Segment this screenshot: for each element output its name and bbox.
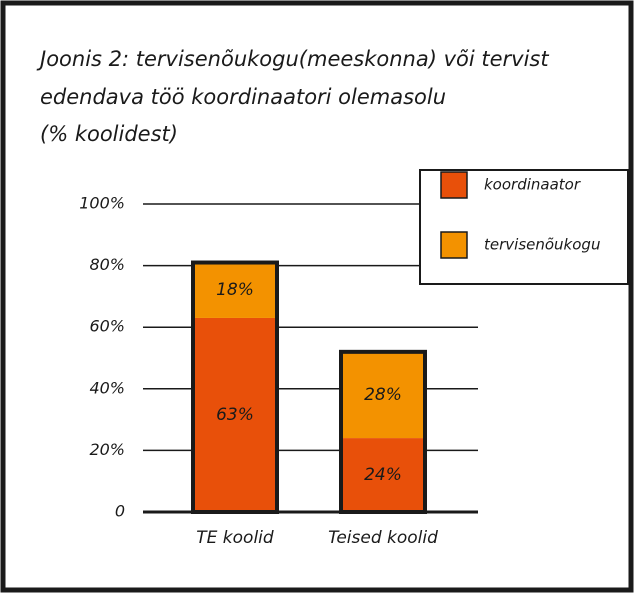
value-label: 18% xyxy=(216,280,254,300)
value-label: 28% xyxy=(364,385,402,405)
x-tick-label: TE koolid xyxy=(196,528,274,548)
legend-label: tervisenõukogu xyxy=(484,236,600,254)
legend-label: koordinaator xyxy=(484,176,581,194)
bar-outline xyxy=(339,349,427,514)
chart-title: (% koolidest) xyxy=(40,122,178,146)
y-tick-label: 80% xyxy=(89,255,125,274)
bar-segment xyxy=(193,317,277,512)
y-tick-label: 100% xyxy=(79,194,125,213)
bar-segment xyxy=(193,262,277,318)
y-tick-label: 40% xyxy=(89,378,125,397)
chart-title: Joonis 2: tervisenõukogu(meeskonna) või … xyxy=(36,47,549,71)
bar-segment xyxy=(341,351,425,439)
bar-outline xyxy=(191,260,279,514)
chart-title: edendava töö koordinaatori olemasolu xyxy=(40,85,446,109)
y-tick-label: 0 xyxy=(115,502,125,521)
bar-segment xyxy=(341,438,425,512)
y-tick-label: 60% xyxy=(89,317,125,336)
y-tick-label: 20% xyxy=(89,440,125,459)
legend-box xyxy=(419,169,629,285)
legend-swatch xyxy=(440,231,468,259)
value-label: 24% xyxy=(364,465,402,485)
legend-swatch xyxy=(440,171,468,199)
value-label: 63% xyxy=(216,405,254,425)
x-tick-label: Teised koolid xyxy=(328,528,438,548)
